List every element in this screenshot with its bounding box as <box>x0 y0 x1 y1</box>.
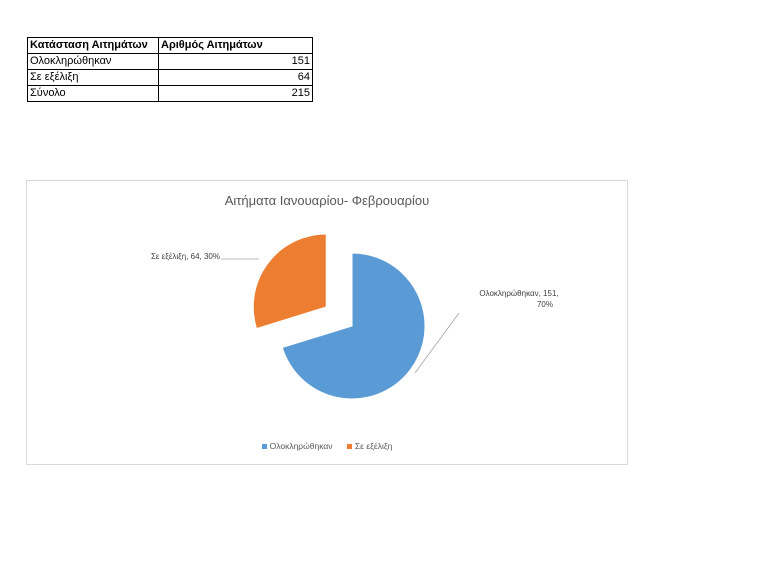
data-label-in-progress: Σε εξέλιξη, 64, 30% <box>151 252 220 261</box>
pie-chart[interactable]: Αιτήματα Ιανουαρίου- Φεβρουαρίου Ολοκληρ… <box>26 180 628 465</box>
chart-title: Αιτήματα Ιανουαρίου- Φεβρουαρίου <box>224 193 430 208</box>
table-row: Σύνολο 215 <box>27 85 313 102</box>
pie-slice-in-progress[interactable] <box>252 233 327 330</box>
leader-line-completed <box>414 312 460 374</box>
cell-value[interactable]: 215 <box>158 85 313 102</box>
pie-plot-area: Ολοκληρώθηκαν, 151, 70% Σε εξέλιξη, 64, 30… <box>151 233 559 400</box>
pie-slice-completed[interactable] <box>281 252 426 400</box>
header-count[interactable]: Αριθμός Αιτημάτων <box>158 37 313 54</box>
cell-label[interactable]: Σε εξέλιξη <box>27 69 159 86</box>
table-header-row: Κατάσταση Αιτημάτων Αριθμός Αιτημάτων <box>27 37 313 54</box>
table-row: Ολοκληρώθηκαν 151 <box>27 53 313 70</box>
data-table: Κατάσταση Αιτημάτων Αριθμός Αιτημάτων Ολ… <box>27 37 313 102</box>
legend-item-in-progress: Σε εξέλιξη <box>346 441 393 451</box>
legend-label-completed: Ολοκληρώθηκαν <box>269 441 333 451</box>
chart-legend: Ολοκληρώθηκαν Σε εξέλιξη <box>27 441 627 451</box>
legend-swatch-in-progress <box>346 444 352 450</box>
cell-value[interactable]: 64 <box>158 69 313 86</box>
cell-label[interactable]: Σύνολο <box>27 85 159 102</box>
cell-value[interactable]: 151 <box>158 53 313 70</box>
header-status[interactable]: Κατάσταση Αιτημάτων <box>27 37 159 54</box>
legend-swatch-completed <box>261 444 267 450</box>
legend-item-completed: Ολοκληρώθηκαν <box>261 441 333 451</box>
legend-label-in-progress: Σε εξέλιξη <box>354 441 393 451</box>
data-label-completed: Ολοκληρώθηκαν, 151, 70% <box>479 289 558 309</box>
table-row: Σε εξέλιξη 64 <box>27 69 313 86</box>
cell-label[interactable]: Ολοκληρώθηκαν <box>27 53 159 70</box>
